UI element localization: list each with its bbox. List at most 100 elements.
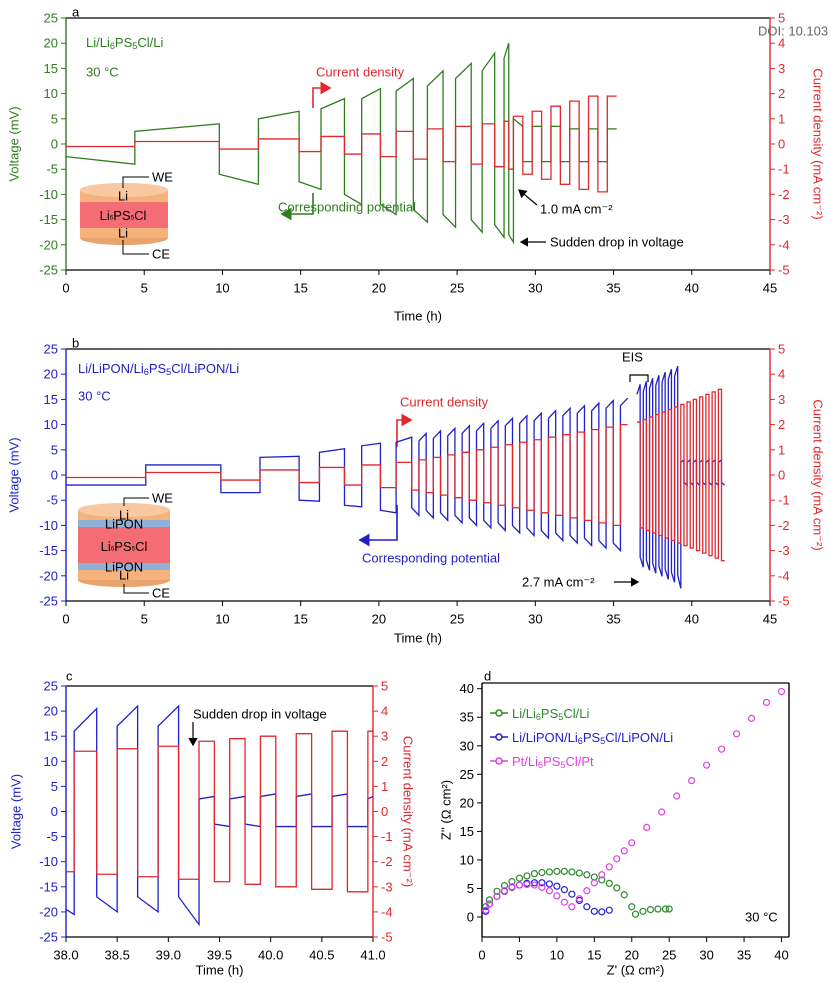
panel-label: b xyxy=(72,336,79,351)
x-tick-label: 40 xyxy=(685,612,699,627)
y2-tick-label: 2 xyxy=(778,417,785,432)
y-tick-label: 15 xyxy=(44,61,58,76)
point xyxy=(485,900,494,908)
x-tick-label: 20 xyxy=(372,281,386,296)
point xyxy=(575,895,583,903)
point xyxy=(628,839,636,847)
point xyxy=(560,886,568,894)
y-tick-label: -20 xyxy=(39,904,58,919)
point xyxy=(538,883,546,891)
y2-tick-label: -1 xyxy=(381,829,393,844)
x-tick-label: 15 xyxy=(293,612,307,627)
point xyxy=(643,823,651,832)
point xyxy=(568,890,576,898)
point xyxy=(703,761,711,769)
point xyxy=(553,882,561,890)
point xyxy=(530,879,539,887)
annotation: Li/Li6PS5Cl/Li xyxy=(86,35,163,51)
y-axis-label: Voltage (mV) xyxy=(9,774,24,849)
point xyxy=(654,905,662,913)
x-tick-label: 30 xyxy=(528,612,542,627)
cell-inset xyxy=(78,497,170,594)
x-axis-label: Time (h) xyxy=(394,631,442,646)
x-tick-label: 40 xyxy=(774,948,788,963)
y2-tick-label: -5 xyxy=(778,263,790,278)
y2-axis-label: Current density (mA cm⁻²) xyxy=(811,68,826,219)
y-tick-label: 0 xyxy=(51,137,58,152)
annotation: Sudden drop in voltage xyxy=(550,235,684,250)
arrow xyxy=(280,193,314,221)
x-tick-label: 10 xyxy=(215,612,229,627)
y-tick-label: -5 xyxy=(46,493,58,508)
y2-tick-label: 2 xyxy=(381,754,388,769)
y2-tick-label: -4 xyxy=(778,237,790,252)
x-tick-label: 30 xyxy=(699,948,713,963)
legend-label: Li/Li6PS5Cl/Li xyxy=(512,706,589,722)
point xyxy=(673,792,681,800)
y-tick-label: 10 xyxy=(460,852,474,867)
y-tick-label: 25 xyxy=(44,679,58,694)
x-tick-label: 25 xyxy=(450,612,464,627)
point xyxy=(762,698,771,707)
x-tick-label: 0 xyxy=(62,281,69,296)
point xyxy=(605,906,613,914)
x-tick-label: 20 xyxy=(625,948,639,963)
x-tick-label: 35 xyxy=(606,612,620,627)
y-tick-label: -10 xyxy=(39,187,58,202)
point xyxy=(515,881,524,889)
point xyxy=(530,870,539,878)
y-tick-label: 5 xyxy=(51,111,58,126)
annotation: 30 °C xyxy=(745,910,778,925)
y2-tick-label: -5 xyxy=(778,594,790,609)
y2-tick-label: 1 xyxy=(381,779,388,794)
point xyxy=(493,892,501,901)
y2-tick-label: 3 xyxy=(778,392,785,407)
y-tick-label: 30 xyxy=(460,738,474,753)
x-tick-label: 30 xyxy=(528,281,542,296)
point xyxy=(583,887,591,895)
point xyxy=(545,880,553,888)
y-tick-label: 15 xyxy=(460,824,474,839)
point xyxy=(538,868,546,877)
point xyxy=(688,777,696,785)
y2-tick-label: -3 xyxy=(778,543,790,558)
point xyxy=(485,896,494,904)
y-tick-label: -15 xyxy=(39,879,58,894)
cell-inset xyxy=(80,176,168,255)
annotation: DOI: 10.103 xyxy=(758,24,828,39)
x-tick-label: 0 xyxy=(62,612,69,627)
annotation: 1.0 mA cm⁻² xyxy=(540,202,613,217)
bracket xyxy=(629,374,649,382)
point xyxy=(628,903,636,911)
y-tick-label: 20 xyxy=(44,367,58,382)
annotation: CE xyxy=(152,247,170,262)
series-line xyxy=(66,730,373,893)
y-tick-label: 10 xyxy=(44,754,58,769)
x-tick-label: 25 xyxy=(450,281,464,296)
y2-tick-label: 3 xyxy=(381,729,388,744)
y-tick-label: 5 xyxy=(51,779,58,794)
point xyxy=(732,730,741,738)
y-tick-label: 10 xyxy=(44,417,58,432)
x-tick-label: 10 xyxy=(215,281,229,296)
y2-tick-label: 0 xyxy=(381,804,388,819)
x-tick-label: 39.0 xyxy=(156,948,181,963)
point xyxy=(568,903,576,911)
y-tick-label: -25 xyxy=(39,594,58,609)
legend-label: Pt/Li6PS5Cl/Pt xyxy=(512,754,594,770)
annotation: Li/LiPON/Li6PS5Cl/LiPON/Li xyxy=(78,361,239,377)
y-tick-label: 25 xyxy=(44,11,58,26)
annotation: Li6PS5Cl xyxy=(100,208,147,223)
y-tick-label: 35 xyxy=(460,710,474,725)
x-tick-label: 20 xyxy=(372,612,386,627)
y-tick-label: 0 xyxy=(467,910,474,925)
arrow xyxy=(518,189,538,206)
panel-label: a xyxy=(72,5,80,20)
point xyxy=(545,868,553,876)
x-axis-label: Z' (Ω cm²) xyxy=(607,963,665,978)
point xyxy=(545,887,553,895)
point xyxy=(523,872,531,880)
annotation: LiPON xyxy=(105,517,143,532)
point xyxy=(500,887,509,895)
